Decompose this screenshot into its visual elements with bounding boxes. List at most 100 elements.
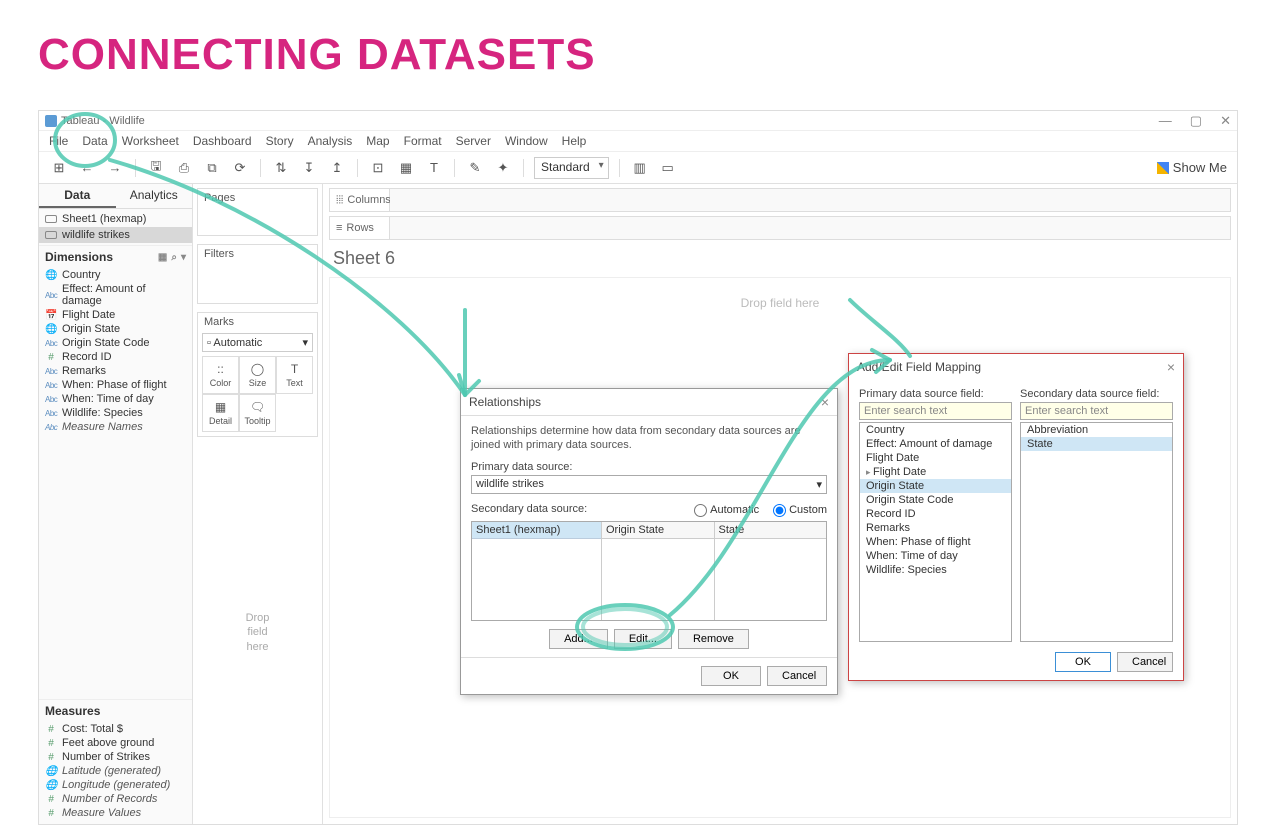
field-item[interactable]: AbcWildlife: Species [39,406,192,420]
close-icon[interactable]: × [821,394,829,410]
list-item[interactable]: Origin State Code [860,493,1011,507]
list-item[interactable]: State [1021,437,1172,451]
add-button[interactable]: Add... [549,629,608,649]
forward-button[interactable]: → [105,158,125,178]
worksheet-button[interactable]: ▦ [396,158,416,178]
field-item[interactable]: 📅Flight Date [39,308,192,322]
menu-window[interactable]: Window [505,134,548,148]
field-item[interactable]: 🌐Latitude (generated) [39,764,192,778]
new-datasource-button[interactable]: ⎙ [174,158,194,178]
field-item[interactable]: #Cost: Total $ [39,722,192,736]
list-item[interactable]: When: Phase of flight [860,535,1011,549]
cards-button[interactable]: ▥ [630,158,650,178]
list-item[interactable]: Flight Date [860,451,1011,465]
primary-field-list[interactable]: CountryEffect: Amount of damageFlight Da… [859,422,1012,642]
mark-detail[interactable]: ▦Detail [202,394,239,432]
refresh-button[interactable]: ⟳ [230,158,250,178]
ok-button[interactable]: OK [1055,652,1111,672]
new-sheet-button[interactable]: ⧉ [202,158,222,178]
mark-size[interactable]: ◯Size [239,356,276,394]
sheet-title[interactable]: Sheet 6 [323,240,1237,277]
presentation-button[interactable]: ▭ [658,158,678,178]
rows-shelf[interactable]: ≡Rows [329,216,1231,240]
field-item[interactable]: AbcOrigin State Code [39,336,192,350]
field-item[interactable]: AbcRemarks [39,364,192,378]
back-button[interactable]: ← [77,158,97,178]
list-item[interactable]: Abbreviation [1021,423,1172,437]
mark-color[interactable]: ::Color [202,356,239,394]
swap-button[interactable]: ⇅ [271,158,291,178]
field-item[interactable]: 🌐Origin State [39,322,192,336]
list-item[interactable]: Wildlife: Species [860,563,1011,577]
save-button[interactable]: 🖫 [146,158,166,178]
list-item[interactable]: Record ID [860,507,1011,521]
show-labels-button[interactable]: T [424,158,444,178]
field-item[interactable]: 🌐Country [39,268,192,282]
field-item[interactable]: AbcWhen: Time of day [39,392,192,406]
field-item[interactable]: #Record ID [39,350,192,364]
tab-analytics[interactable]: Analytics [116,184,193,208]
field-item[interactable]: AbcEffect: Amount of damage [39,282,192,308]
field-item[interactable]: 🌐Longitude (generated) [39,778,192,792]
sort-desc-button[interactable]: ↥ [327,158,347,178]
drop-target-rows[interactable]: Drop field here [193,441,322,824]
mark-tooltip[interactable]: 🗨Tooltip [239,394,276,432]
fit-dropdown[interactable]: Standard [534,157,609,179]
sort-asc-button[interactable]: ↧ [299,158,319,178]
tableau-logo-icon[interactable]: ⊞ [49,158,69,178]
maximize-button[interactable]: ▢ [1190,113,1202,129]
menu-map[interactable]: Map [366,134,389,148]
datasource-item[interactable]: wildlife strikes [39,227,192,243]
automatic-radio[interactable]: Automatic [694,504,759,517]
remove-button[interactable]: Remove [678,629,749,649]
menu-analysis[interactable]: Analysis [308,134,353,148]
custom-radio[interactable]: Custom [773,504,827,517]
menu-format[interactable]: Format [404,134,442,148]
close-icon[interactable]: × [1167,359,1175,375]
field-item[interactable]: #Measure Values [39,806,192,820]
list-item[interactable]: Remarks [860,521,1011,535]
pin-button[interactable]: ✦ [493,158,513,178]
list-item[interactable]: Effect: Amount of damage [860,437,1011,451]
tab-data[interactable]: Data [39,184,116,208]
filters-shelf[interactable]: Filters [197,244,318,304]
menu-help[interactable]: Help [562,134,587,148]
columns-shelf[interactable]: ⦙⦙⦙Columns [329,188,1231,212]
menu-data[interactable]: Data [82,134,107,148]
primary-search-input[interactable]: Enter search text [859,402,1012,420]
menu-worksheet[interactable]: Worksheet [122,134,179,148]
list-item[interactable]: Origin State [860,479,1011,493]
cancel-button[interactable]: Cancel [1117,652,1173,672]
cancel-button[interactable]: Cancel [767,666,827,686]
search-icon[interactable]: ⌕ [171,252,177,263]
highlight-button[interactable]: ✎ [465,158,485,178]
menu-server[interactable]: Server [456,134,491,148]
view-icon[interactable]: ▦ [158,252,167,263]
secondary-search-input[interactable]: Enter search text [1020,402,1173,420]
mark-text[interactable]: TText [276,356,313,394]
list-item[interactable]: Flight Date [860,465,1011,479]
field-item[interactable]: #Feet above ground [39,736,192,750]
list-item[interactable]: Country [860,423,1011,437]
pages-shelf[interactable]: Pages [197,188,318,236]
menu-icon[interactable]: ▾ [181,252,186,263]
close-button[interactable]: ✕ [1220,113,1231,129]
primary-ds-dropdown[interactable]: wildlife strikes▾ [471,475,827,494]
show-me-button[interactable]: Show Me [1157,160,1227,175]
field-item[interactable]: #Number of Strikes [39,750,192,764]
edit-button[interactable]: Edit... [614,629,672,649]
secondary-field-list[interactable]: AbbreviationState [1020,422,1173,642]
menu-dashboard[interactable]: Dashboard [193,134,252,148]
field-item[interactable]: AbcMeasure Names [39,420,192,434]
ok-button[interactable]: OK [701,666,761,686]
field-item[interactable]: AbcWhen: Phase of flight [39,378,192,392]
field-item[interactable]: #Number of Records [39,792,192,806]
list-item[interactable]: When: Time of day [860,549,1011,563]
secondary-ds-item[interactable]: Sheet1 (hexmap) [472,522,601,539]
mark-type-dropdown[interactable]: ▫ Automatic▾ [202,333,313,352]
minimize-button[interactable]: — [1159,113,1172,129]
datasource-item[interactable]: Sheet1 (hexmap) [39,211,192,227]
menu-file[interactable]: File [49,134,68,148]
group-button[interactable]: ⊡ [368,158,388,178]
menu-story[interactable]: Story [266,134,294,148]
